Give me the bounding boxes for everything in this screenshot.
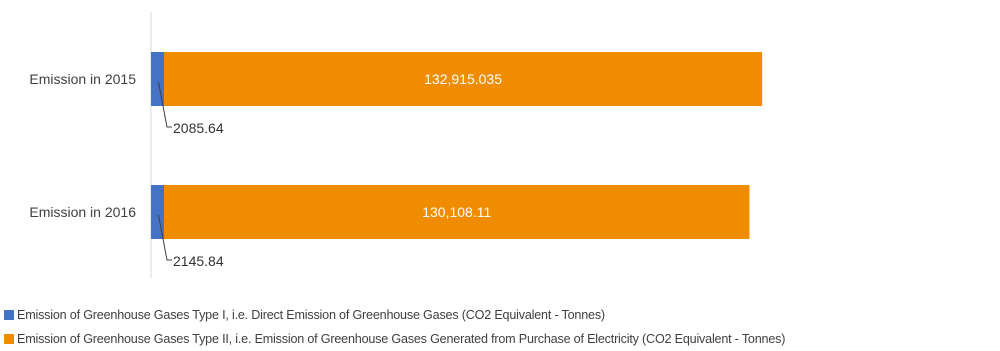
bar-segment-type-2	[164, 185, 750, 239]
bar-segment-type-1	[151, 52, 164, 106]
legend-label-type-1: Emission of Greenhouse Gases Type I, i.e…	[17, 308, 605, 322]
data-label-type-2: 132,915.035	[424, 71, 502, 87]
chart-area: Emission in 2015 2085.64 132,915.035 Emissi…	[29, 12, 763, 278]
bars-layer: Emission in 2015 2085.64 132,915.035 Emissi…	[29, 52, 763, 269]
legend-label-type-2: Emission of Greenhouse Gases Type II, i.…	[17, 332, 786, 346]
category-label: Emission in 2016	[29, 204, 136, 220]
bar-segment-type-2	[164, 52, 763, 106]
legend-swatch-type-1	[4, 310, 14, 320]
legend-item-type-2: Emission of Greenhouse Gases Type II, i.…	[4, 327, 1000, 351]
category-label: Emission in 2015	[29, 71, 136, 87]
data-label-callout-line	[158, 214, 172, 261]
data-label-type-1: 2145.84	[173, 253, 224, 269]
legend: Emission of Greenhouse Gases Type I, i.e…	[4, 303, 1000, 351]
data-label-type-1: 2085.64	[173, 120, 224, 136]
data-label-callout-line	[158, 81, 172, 128]
bar-segment-type-1	[151, 185, 164, 239]
legend-item-type-1: Emission of Greenhouse Gases Type I, i.e…	[4, 303, 1000, 327]
data-label-type-2: 130,108.11	[422, 204, 491, 220]
legend-swatch-type-2	[4, 334, 14, 344]
